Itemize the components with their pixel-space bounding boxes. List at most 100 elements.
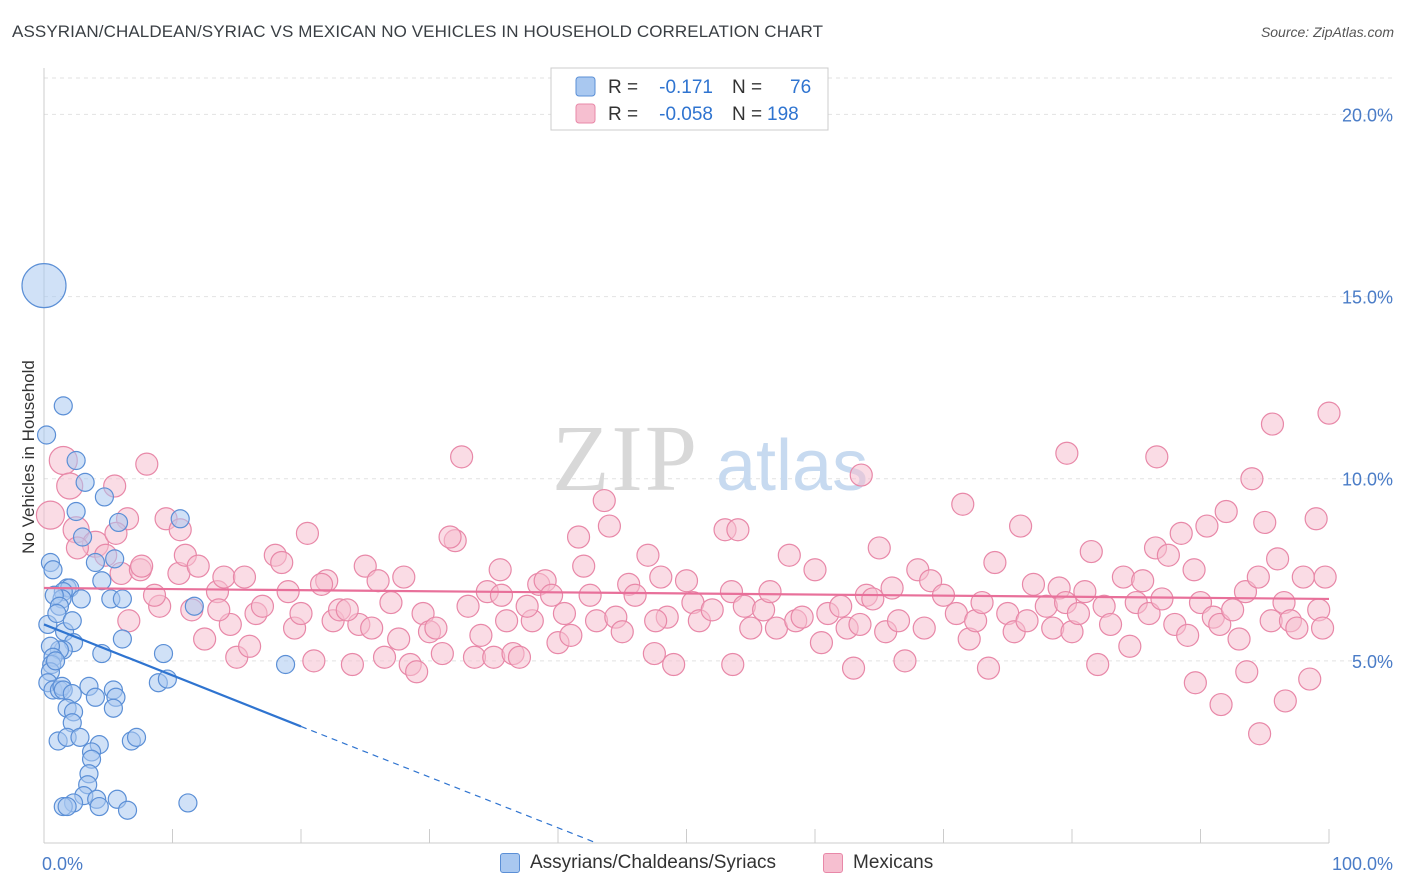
watermark: ZIP atlas bbox=[552, 407, 868, 511]
point-mexicans bbox=[469, 623, 493, 647]
point-mexicans bbox=[880, 576, 904, 600]
x-tick-label-max: 100.0% bbox=[1332, 854, 1393, 874]
point-mexicans bbox=[559, 623, 583, 647]
point-assyrians bbox=[153, 643, 174, 664]
point-assyrians bbox=[21, 263, 67, 309]
point-mexicans bbox=[1183, 671, 1207, 695]
legend-swatch-blue bbox=[500, 853, 520, 873]
point-mexicans bbox=[566, 525, 591, 549]
trend-lines bbox=[43, 586, 1330, 844]
point-mexicans bbox=[238, 634, 262, 658]
point-mexicans bbox=[623, 583, 647, 607]
point-mexicans bbox=[1055, 441, 1079, 465]
axes bbox=[43, 68, 1330, 844]
point-mexicans bbox=[572, 554, 596, 578]
point-assyrians bbox=[85, 552, 106, 573]
stats-swatch-blue bbox=[575, 76, 596, 97]
point-mexicans bbox=[1235, 660, 1259, 684]
point-mexicans bbox=[295, 521, 320, 545]
point-mexicans bbox=[1253, 510, 1277, 535]
legend-swatch-pink bbox=[823, 853, 843, 873]
point-mexicans bbox=[482, 645, 506, 669]
stats-r-value-pink: -0.058 bbox=[659, 104, 713, 125]
point-mexicans bbox=[186, 554, 210, 578]
legend-item-assyrians[interactable]: Assyrians/Chaldeans/Syriacs bbox=[500, 852, 776, 874]
point-mexicans bbox=[392, 565, 416, 589]
point-mexicans bbox=[438, 525, 462, 549]
point-assyrians bbox=[43, 560, 63, 580]
point-assyrians bbox=[85, 687, 106, 707]
point-assyrians bbox=[66, 501, 86, 522]
point-mexicans bbox=[1209, 692, 1233, 717]
point-mexicans bbox=[1310, 616, 1335, 640]
point-assyrians bbox=[108, 512, 129, 533]
point-mexicans bbox=[302, 649, 326, 673]
point-mexicans bbox=[841, 656, 866, 680]
legend-item-mexicans[interactable]: Mexicans bbox=[823, 852, 933, 874]
point-mexicans bbox=[1313, 565, 1337, 589]
point-mexicans bbox=[1137, 601, 1161, 626]
point-mexicans bbox=[360, 616, 384, 640]
point-assyrians bbox=[126, 727, 147, 747]
y-tick-label: 15.0% bbox=[1342, 288, 1393, 308]
point-assyrians bbox=[92, 571, 112, 591]
stats-r-label-pink: R = bbox=[608, 104, 638, 125]
y-tick-label: 5.0% bbox=[1352, 652, 1393, 672]
point-assyrians bbox=[117, 800, 138, 820]
point-mexicans bbox=[1111, 565, 1136, 589]
point-mexicans bbox=[1131, 569, 1155, 593]
stats-n-value-blue: 76 bbox=[790, 77, 811, 98]
point-mexicans bbox=[1240, 467, 1264, 491]
legend-label-mexicans: Mexicans bbox=[853, 852, 934, 873]
point-mexicans bbox=[117, 609, 141, 633]
point-assyrians bbox=[178, 793, 198, 813]
point-assyrians bbox=[170, 509, 190, 529]
point-mexicans bbox=[829, 594, 853, 618]
stats-n-value-pink: 198 bbox=[767, 104, 799, 125]
point-assyrians bbox=[45, 651, 66, 671]
stats-r-label-blue: R = bbox=[608, 77, 638, 98]
point-mexicans bbox=[578, 583, 602, 607]
point-mexicans bbox=[719, 580, 744, 604]
stats-r-value-blue: -0.171 bbox=[659, 77, 713, 98]
point-mexicans bbox=[1034, 594, 1058, 618]
point-mexicans bbox=[276, 580, 300, 604]
point-assyrians bbox=[57, 796, 77, 817]
point-mexicans bbox=[456, 594, 480, 618]
point-mexicans bbox=[777, 543, 801, 567]
point-mexicans bbox=[495, 609, 519, 633]
point-mexicans bbox=[1021, 572, 1046, 596]
watermark-zip: ZIP bbox=[552, 407, 699, 511]
point-mexicans bbox=[1304, 507, 1328, 531]
point-mexicans bbox=[983, 550, 1007, 575]
point-mexicans bbox=[732, 594, 756, 618]
point-mexicans bbox=[790, 605, 814, 629]
stats-n-label-blue: N = bbox=[732, 77, 762, 98]
point-mexicans bbox=[1156, 543, 1180, 567]
point-mexicans bbox=[1221, 598, 1245, 622]
point-assyrians bbox=[53, 396, 73, 416]
point-mexicans bbox=[1227, 627, 1251, 651]
point-mexicans bbox=[1285, 616, 1309, 640]
point-mexicans bbox=[848, 612, 872, 637]
point-mexicans bbox=[193, 627, 217, 651]
y-tick-labels: 5.0% 10.0% 15.0% 20.0% bbox=[1342, 105, 1393, 671]
point-mexicans bbox=[387, 627, 411, 651]
stats-n-label-pink: N = bbox=[732, 104, 762, 125]
point-mexicans bbox=[507, 645, 532, 669]
x-tick-label-min: 0.0% bbox=[42, 854, 83, 874]
point-mexicans bbox=[1150, 587, 1174, 611]
point-mexicans bbox=[674, 569, 699, 593]
point-assyrians bbox=[105, 549, 125, 569]
point-mexicans bbox=[721, 652, 745, 677]
point-mexicans bbox=[515, 594, 539, 618]
point-mexicans bbox=[1098, 612, 1123, 637]
point-mexicans bbox=[142, 583, 167, 607]
point-mexicans bbox=[610, 620, 634, 644]
point-mexicans bbox=[1214, 499, 1238, 524]
point-mexicans bbox=[912, 616, 936, 640]
point-mexicans bbox=[35, 500, 66, 530]
point-assyrians bbox=[47, 603, 67, 624]
point-mexicans bbox=[951, 492, 975, 516]
point-mexicans bbox=[636, 543, 660, 567]
